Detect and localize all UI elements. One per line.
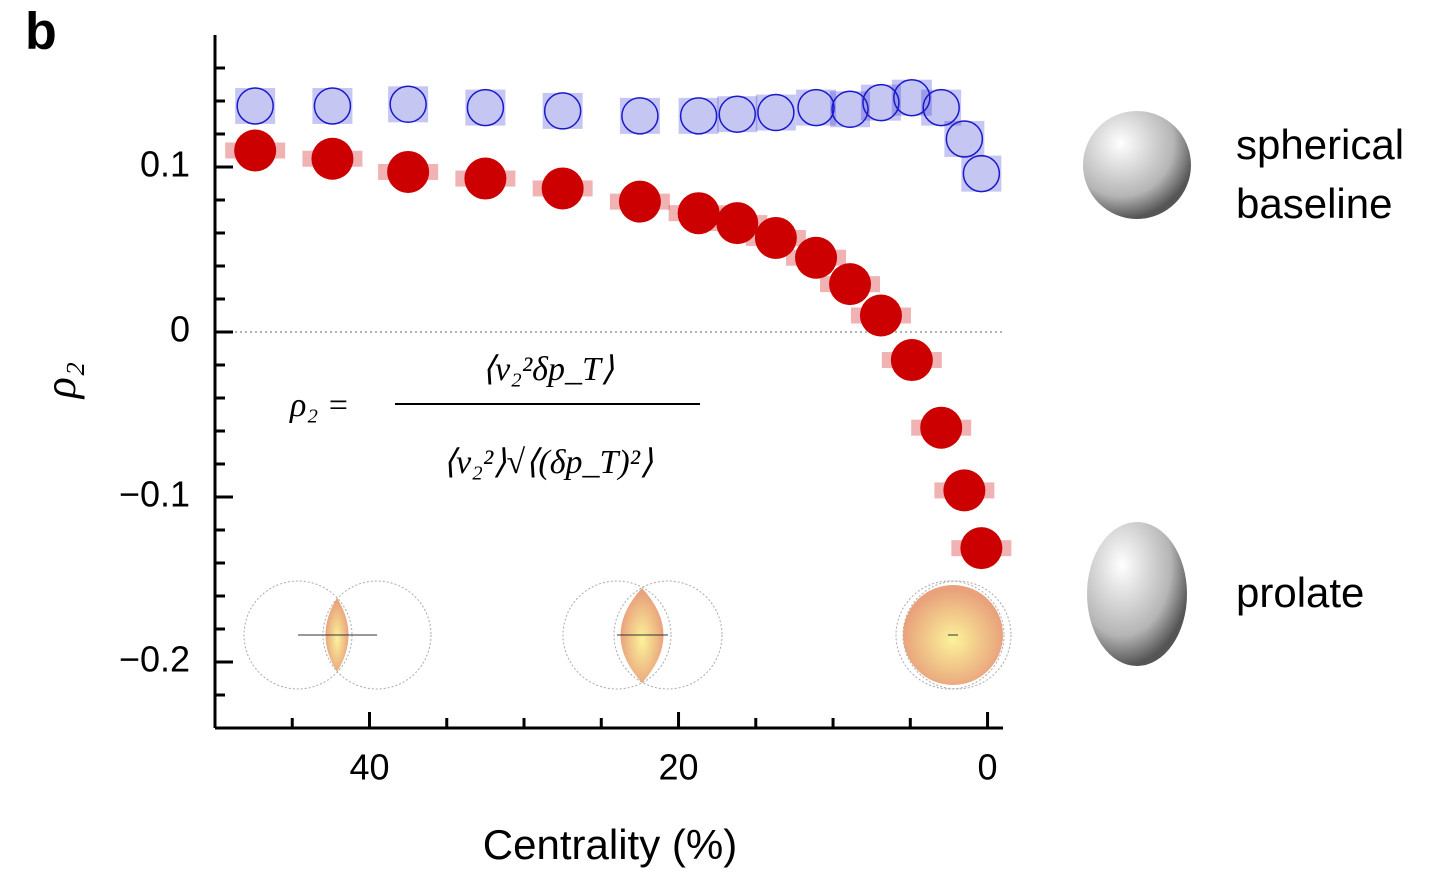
systematic-box (678, 97, 719, 134)
x-tick-label: 40 (349, 747, 389, 788)
marker (543, 92, 582, 130)
y-tick-label: 0 (170, 309, 190, 350)
marker (387, 150, 430, 193)
marker (893, 78, 931, 117)
systematic-box (717, 96, 758, 133)
systematic-box (388, 86, 429, 123)
formula-lhs: ρ₂ = (289, 387, 350, 424)
shape-label: baseline (1236, 180, 1392, 227)
x-tick-label: 0 (978, 747, 998, 788)
marker (313, 87, 352, 125)
formula-numerator: ⟨v₂²δp_T⟩ (482, 351, 614, 388)
systematic-box (944, 120, 985, 157)
marker (831, 90, 869, 128)
systematic-box (465, 89, 506, 126)
systematic-box (921, 89, 962, 126)
formula-denominator: ⟨v₂²⟩√⟨(δp_T)²⟩ (443, 444, 653, 481)
marker (859, 294, 902, 337)
marker (677, 192, 720, 235)
marker (829, 263, 872, 306)
marker (862, 83, 900, 122)
shape-icons (1083, 111, 1191, 666)
marker (541, 167, 584, 210)
marker (945, 120, 984, 158)
panel-label: b (25, 3, 57, 61)
y-axis-label: ρ₂ (36, 362, 85, 400)
collision-diagrams (243, 580, 1012, 690)
marker (311, 137, 354, 180)
marker (466, 88, 505, 127)
x-axis-label: Centrality (%) (483, 821, 737, 868)
marker (618, 180, 661, 223)
systematic-box (619, 97, 660, 134)
systematic-box (542, 92, 583, 129)
shape-label: prolate (1236, 569, 1364, 616)
systematic-box (235, 87, 276, 124)
marker (389, 85, 427, 124)
y-tick-label: −0.1 (119, 474, 190, 515)
systematic-box (312, 87, 353, 124)
shape-label: spherical (1236, 121, 1404, 168)
marker (716, 202, 759, 245)
marker (679, 97, 718, 135)
x-tick-label: 20 (659, 747, 699, 788)
marker (890, 339, 933, 382)
formula: ρ₂ = ⟨v₂²δp_T⟩ ⟨v₂²⟩√⟨(δp_T)²⟩ (289, 351, 700, 481)
marker (943, 469, 986, 512)
marker (797, 88, 835, 127)
marker (922, 88, 960, 127)
marker (960, 527, 1003, 570)
y-tick-label: −0.2 (119, 639, 190, 680)
marker (236, 87, 274, 125)
marker (754, 216, 797, 259)
systematic-box (755, 94, 796, 131)
marker (621, 97, 659, 135)
marker (795, 236, 838, 279)
marker (234, 129, 277, 172)
y-tick-label: 0.1 (140, 144, 190, 185)
marker (464, 157, 507, 200)
marker (920, 406, 963, 449)
marker (757, 93, 795, 132)
systematic-box (961, 155, 1002, 192)
marker (718, 95, 756, 133)
marker (962, 154, 1001, 193)
